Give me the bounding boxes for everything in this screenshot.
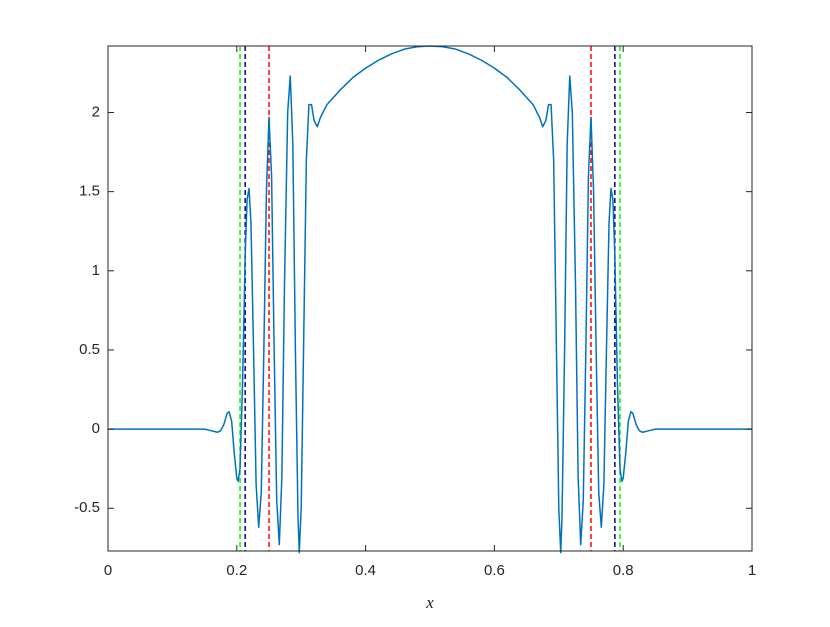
x-tick-label: 0 (104, 562, 112, 579)
x-tick-label: 0.8 (613, 562, 634, 579)
y-tick-label: 1.5 (79, 183, 100, 200)
y-tick-label: 0.5 (79, 341, 100, 358)
x-tick-label: 0.2 (226, 562, 247, 579)
y-tick-label: 2 (92, 103, 100, 120)
y-tick-label: 0 (92, 420, 100, 437)
y-tick-label: 1 (92, 262, 100, 279)
x-tick-label: 1 (748, 562, 756, 579)
x-axis-label: x (425, 593, 434, 612)
y-tick-label: -0.5 (74, 499, 100, 516)
x-tick-label: 0.6 (484, 562, 505, 579)
axes-box (107, 45, 753, 552)
x-tick-label: 0.4 (355, 562, 376, 579)
plot-area (108, 46, 752, 551)
